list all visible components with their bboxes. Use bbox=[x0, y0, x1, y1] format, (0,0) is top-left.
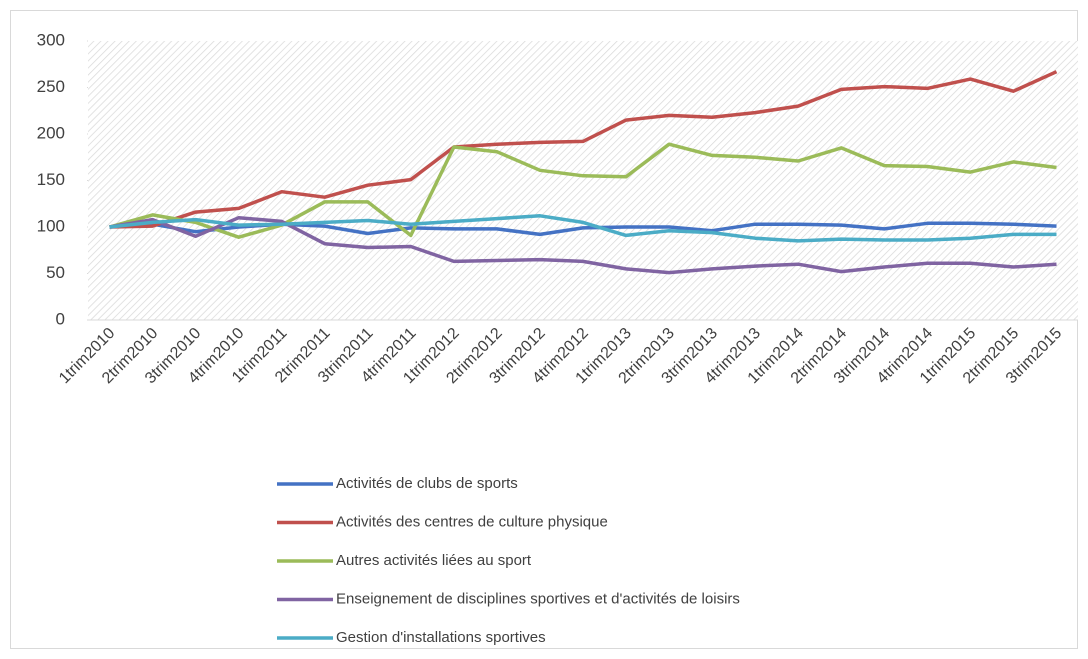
y-tick-label: 0 bbox=[56, 309, 65, 328]
series-line bbox=[109, 142, 1057, 239]
series-line bbox=[109, 215, 1057, 275]
plot-area bbox=[88, 41, 1078, 320]
legend-label: Activités des centres de culture physiqu… bbox=[336, 513, 608, 530]
legend-label: Gestion d'installations sportives bbox=[336, 629, 546, 646]
y-tick-label: 300 bbox=[37, 30, 65, 49]
series-line bbox=[109, 70, 1058, 229]
legend-label: Enseignement de disciplines sportives et… bbox=[336, 590, 740, 607]
legend-label: Activités de clubs de sports bbox=[336, 475, 518, 492]
y-tick-label: 250 bbox=[37, 77, 65, 96]
y-tick-label: 100 bbox=[37, 216, 65, 235]
legend-label: Autres activités liées au sport bbox=[336, 552, 532, 569]
y-tick-label: 200 bbox=[37, 123, 65, 142]
series-line bbox=[109, 214, 1057, 243]
y-tick-label: 150 bbox=[37, 170, 65, 189]
y-tick-label: 50 bbox=[46, 263, 65, 282]
